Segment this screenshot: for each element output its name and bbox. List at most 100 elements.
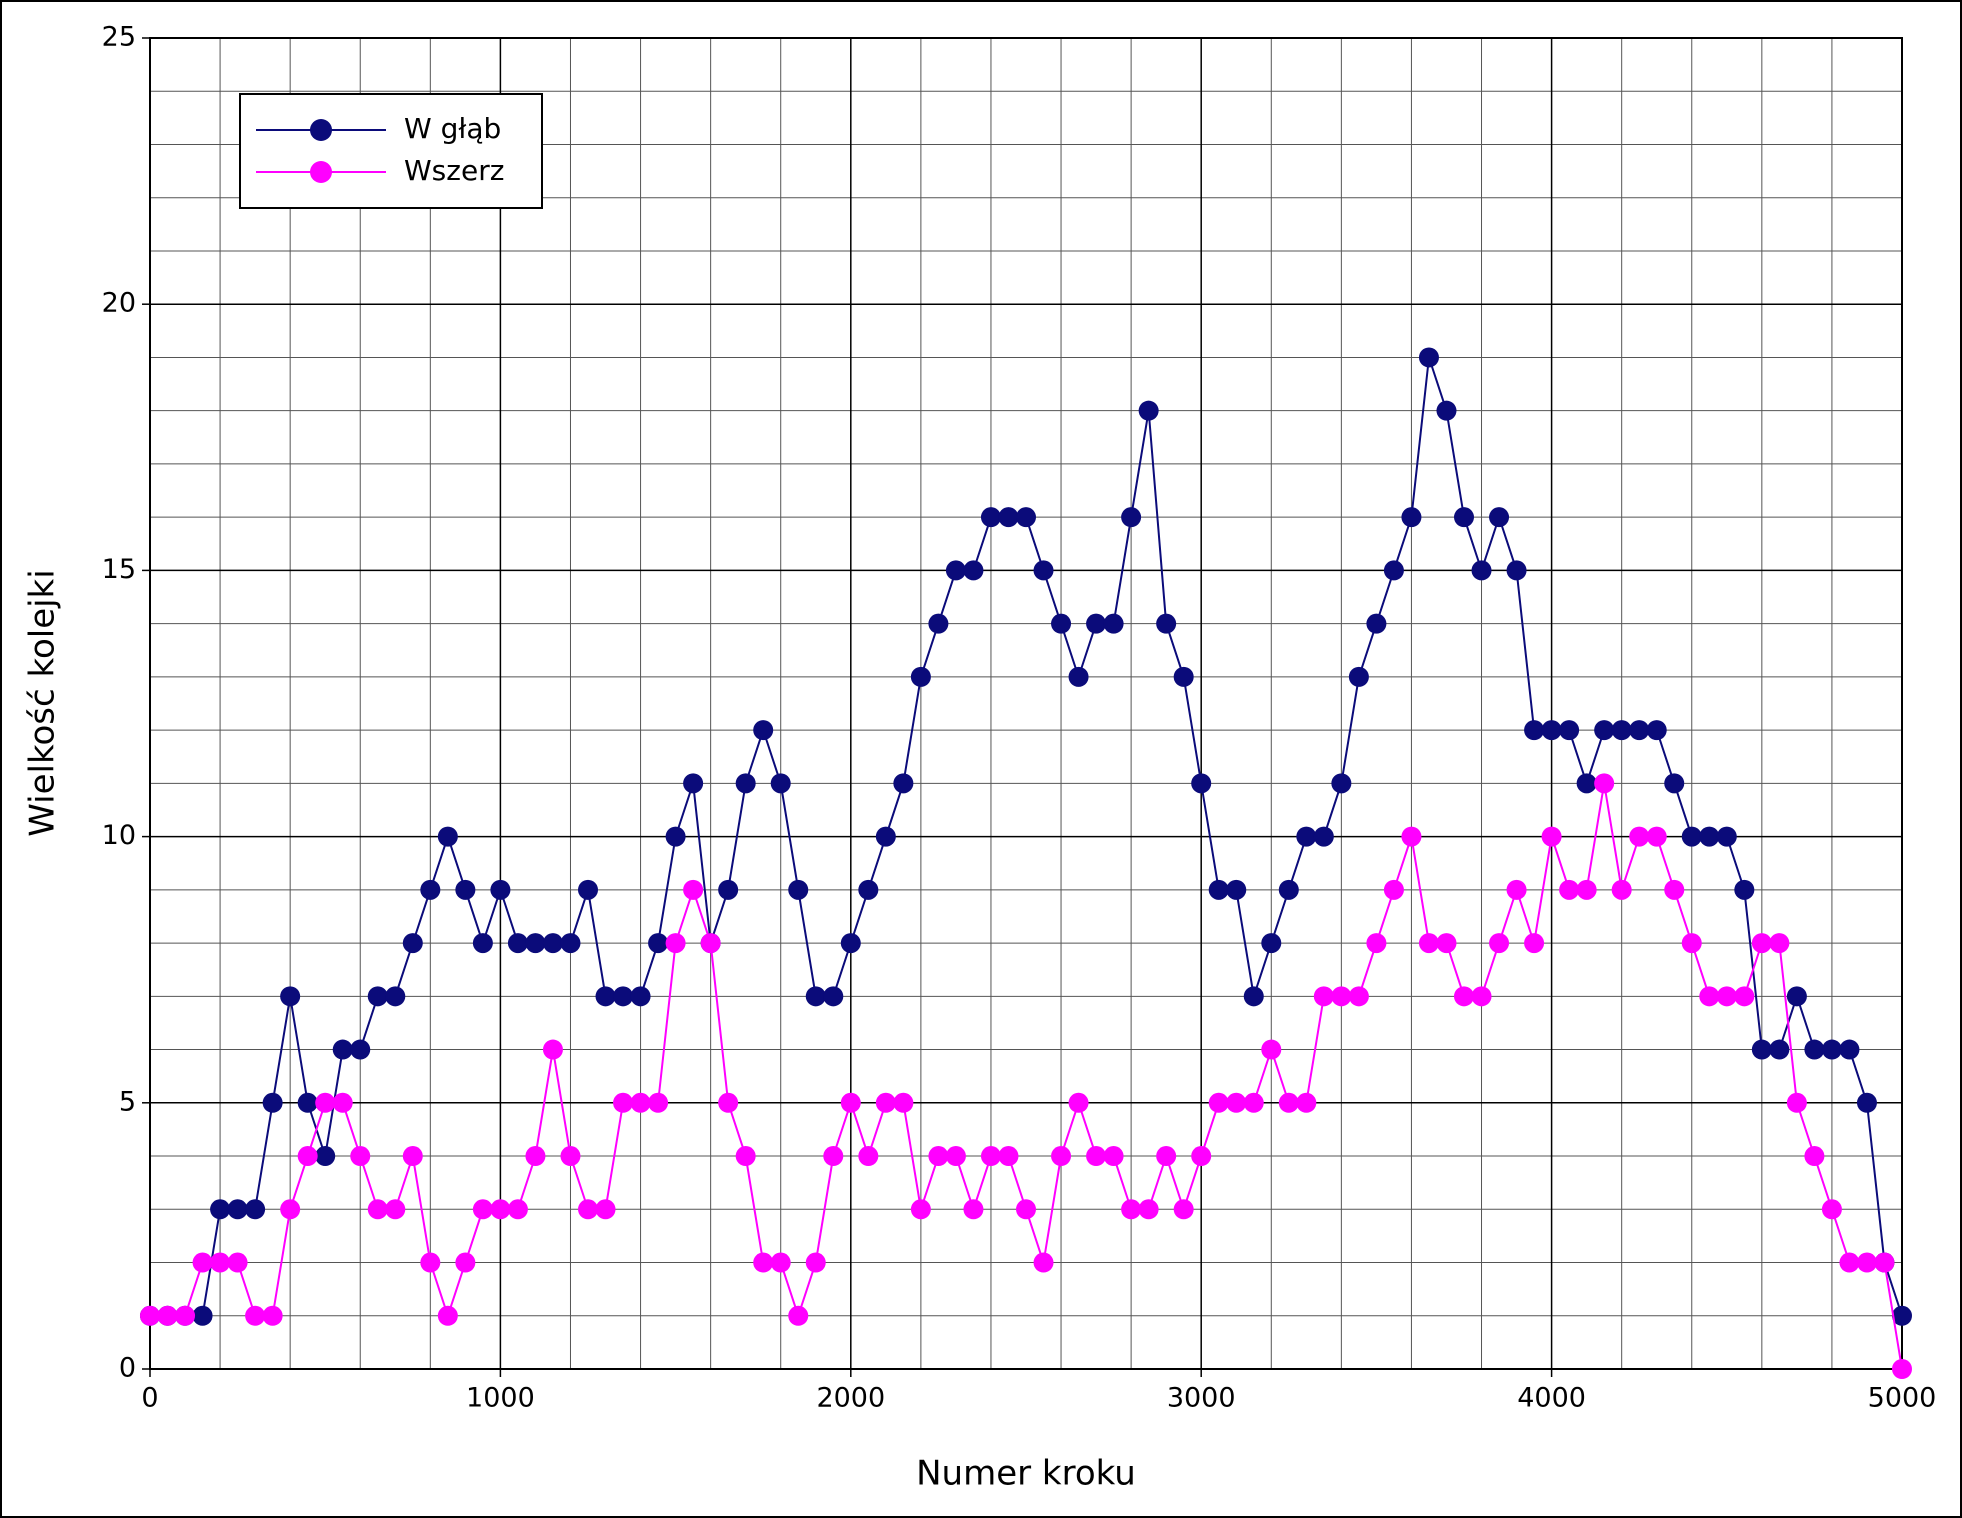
legend-marker xyxy=(310,161,332,183)
marker xyxy=(385,1199,406,1220)
marker xyxy=(1681,826,1702,847)
marker xyxy=(1138,400,1159,421)
marker xyxy=(735,1146,756,1167)
marker xyxy=(192,1252,213,1273)
marker xyxy=(700,933,721,954)
marker xyxy=(490,1199,511,1220)
marker xyxy=(980,507,1001,528)
marker xyxy=(1226,879,1247,900)
marker xyxy=(455,1252,476,1273)
marker xyxy=(1524,720,1545,741)
marker xyxy=(1892,1305,1912,1326)
marker xyxy=(332,1039,353,1060)
marker xyxy=(1436,933,1457,954)
marker xyxy=(1751,933,1772,954)
marker xyxy=(1664,773,1685,794)
marker xyxy=(507,933,528,954)
marker xyxy=(735,773,756,794)
marker xyxy=(875,1092,896,1113)
marker xyxy=(367,986,388,1007)
marker xyxy=(1716,826,1737,847)
marker xyxy=(823,986,844,1007)
marker xyxy=(665,826,686,847)
marker xyxy=(420,1252,441,1273)
marker xyxy=(1489,507,1510,528)
marker xyxy=(1296,826,1317,847)
marker xyxy=(595,986,616,1007)
marker xyxy=(1436,400,1457,421)
marker xyxy=(1348,986,1369,1007)
marker xyxy=(788,879,809,900)
marker xyxy=(1576,879,1597,900)
marker xyxy=(1033,1252,1054,1273)
marker xyxy=(840,933,861,954)
marker xyxy=(1804,1039,1825,1060)
marker xyxy=(1804,1146,1825,1167)
marker xyxy=(998,1146,1019,1167)
marker xyxy=(1646,720,1667,741)
marker xyxy=(525,933,546,954)
marker xyxy=(1594,720,1615,741)
marker xyxy=(1121,507,1142,528)
marker xyxy=(1699,826,1720,847)
marker xyxy=(1191,773,1212,794)
marker xyxy=(210,1199,231,1220)
marker xyxy=(140,1305,160,1326)
marker xyxy=(1559,879,1580,900)
x-tick-label: 3000 xyxy=(1167,1383,1236,1414)
marker xyxy=(910,666,931,687)
marker xyxy=(1856,1252,1877,1273)
marker xyxy=(1839,1252,1860,1273)
marker xyxy=(1892,1359,1912,1379)
marker xyxy=(1226,1092,1247,1113)
marker xyxy=(1611,720,1632,741)
x-tick-label: 1000 xyxy=(466,1383,535,1414)
marker xyxy=(980,1146,1001,1167)
marker xyxy=(1331,773,1352,794)
marker xyxy=(613,986,634,1007)
marker xyxy=(1103,613,1124,634)
marker xyxy=(963,560,984,581)
marker xyxy=(525,1146,546,1167)
marker xyxy=(1313,826,1334,847)
marker xyxy=(578,1199,598,1220)
marker xyxy=(245,1199,266,1220)
marker xyxy=(840,1092,861,1113)
plot-border xyxy=(149,37,1903,1370)
marker xyxy=(1156,1146,1177,1167)
marker xyxy=(1681,933,1702,954)
marker xyxy=(1366,613,1387,634)
marker xyxy=(1611,879,1632,900)
marker xyxy=(1506,879,1527,900)
marker xyxy=(928,1146,949,1167)
marker xyxy=(1261,933,1282,954)
marker xyxy=(928,613,949,634)
marker xyxy=(1033,560,1054,581)
marker xyxy=(1786,986,1807,1007)
marker xyxy=(437,826,458,847)
y-tick-label: 15 xyxy=(102,554,136,585)
marker xyxy=(1418,347,1439,368)
marker xyxy=(770,773,791,794)
marker xyxy=(175,1305,196,1326)
marker xyxy=(297,1092,318,1113)
marker xyxy=(490,879,511,900)
marker xyxy=(1856,1092,1877,1113)
marker xyxy=(1664,879,1685,900)
marker xyxy=(1068,666,1089,687)
marker xyxy=(753,1252,774,1273)
marker xyxy=(1471,560,1492,581)
marker xyxy=(613,1092,634,1113)
marker xyxy=(472,1199,493,1220)
marker xyxy=(893,773,914,794)
marker xyxy=(507,1199,528,1220)
marker xyxy=(1541,720,1562,741)
marker xyxy=(1629,720,1650,741)
marker xyxy=(683,879,704,900)
marker xyxy=(683,773,704,794)
marker xyxy=(1068,1092,1089,1113)
marker xyxy=(1051,1146,1072,1167)
marker xyxy=(1138,1199,1159,1220)
marker xyxy=(1506,560,1527,581)
